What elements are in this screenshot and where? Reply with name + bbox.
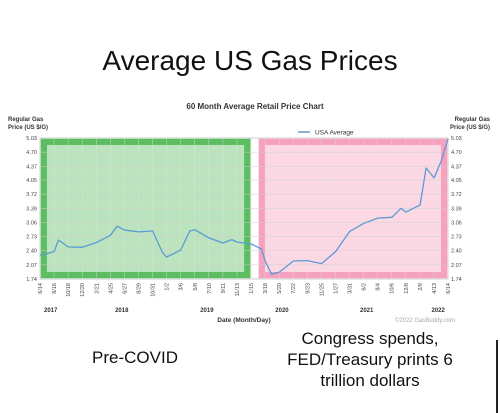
y-tick-right: 2.40 [451,249,462,255]
x-tick-label: 6/2 [362,283,368,291]
y-tick-left: 3.06 [26,220,37,226]
x-tick-label: 8/4 [376,283,382,291]
note-pre-covid: Pre-COVID [92,348,178,367]
y-tick-left: 3.72 [26,192,37,198]
y-tick-right: 3.06 [451,220,462,226]
y-tick-left: 2.07 [26,263,37,269]
x-tick-label: 1/27 [333,283,339,294]
x-tick-label: 10/18 [66,283,72,297]
edge-bar [496,340,498,413]
series-line-usa-average [39,138,449,275]
x-tick-label: 9/23 [305,283,311,294]
y-tick-left: 4.05 [26,178,37,184]
legend-label: USA Average [315,130,354,137]
year-label: 2020 [275,308,289,314]
slide-title: Average US Gas Prices [102,45,398,76]
x-tick-label: 12/20 [80,283,86,297]
y-tick-right: 3.72 [451,192,462,198]
x-axis-label: Date (Month/Day) [217,317,270,324]
x-tick-label: 8/16 [52,283,58,294]
legend: USA Average [298,130,354,137]
y-tick-right: 4.05 [451,178,462,184]
y-tick-right: 2.73 [451,235,462,241]
x-tick-label: 10/6 [390,283,396,294]
y-tick-right: 4.37 [451,164,462,170]
x-tick-label: 2/21 [94,283,100,294]
x-tick-label: 6/14 [38,283,44,294]
year-label: 2022 [431,308,445,314]
y-ticks: 5.03 5.03 4.70 4.70 4.37 4.37 4.05 4.05 3.72 3.72… [26,136,461,283]
x-tick-label: 3/31 [348,283,354,294]
note-congress-spends: Congress spends, FED/Treasury prints 6 t… [287,329,453,390]
credit-text: ©2022 GasBuddy.com [395,317,455,324]
x-tick-label: 8/29 [136,283,142,294]
y-tick-right: 2.07 [451,263,462,269]
x-tick-label: 6/27 [122,283,128,294]
x-tick-label: 9/11 [221,283,227,293]
y-tick-right: 1.74 [451,277,462,283]
y-tick-right: 4.70 [451,150,462,156]
x-tick-label: 4/25 [108,283,114,294]
x-tick-label: 1/15 [249,283,255,294]
x-tick-label: 6/14 [446,283,452,294]
x-tick-label: 5/8 [193,283,199,291]
y-tick-left: 1.74 [26,277,37,283]
chart-title: 60 Month Average Retail Price Chart [186,102,324,111]
x-tick-label: 5/20 [277,283,283,294]
year-label: 2018 [115,308,129,314]
year-labels: 2017 2018 2019 2020 2021 2022 [44,308,445,314]
y-axis-label-left-line2: Price (US $/G) [8,125,48,131]
y-tick-left: 4.37 [26,164,37,170]
y-axis-label-right-line1: Regular Gas [455,117,491,123]
year-label: 2017 [44,308,58,314]
x-tick-label: 7/10 [207,283,213,294]
y-tick-left: 2.73 [26,235,37,241]
x-tick-label: 3/6 [179,283,185,291]
x-tick-label: 1/2 [165,283,171,291]
y-axis-label-right-line2: Price (US $/G) [450,125,490,131]
y-tick-left: 3.39 [26,206,37,212]
y-axis-label-left-line1: Regular Gas [8,117,44,123]
y-tick-left: 5.03 [26,136,37,142]
plot-frame [39,137,449,280]
year-label: 2019 [200,308,214,314]
x-tick-label: 12/8 [404,283,410,294]
year-label: 2021 [360,308,374,314]
x-tick-label: 11/13 [235,283,241,296]
y-tick-right: 5.03 [451,136,462,142]
y-tick-right: 3.39 [451,206,462,212]
x-tick-label: 10/31 [151,283,157,297]
x-tick-label: 7/22 [291,283,297,294]
y-tick-left: 4.70 [26,150,37,156]
y-tick-left: 2.40 [26,249,37,255]
series-lines [39,138,449,275]
x-tick-label: 4/13 [432,283,438,294]
x-tick-label: 2/9 [418,283,424,291]
x-tick-label: 11/25 [319,283,325,296]
x-tick-label: 3/18 [263,283,269,294]
x-ticks: 6/14 8/16 10/18 12/20 2/21 4/25 6/27 8/29 10/31 1… [38,283,452,297]
